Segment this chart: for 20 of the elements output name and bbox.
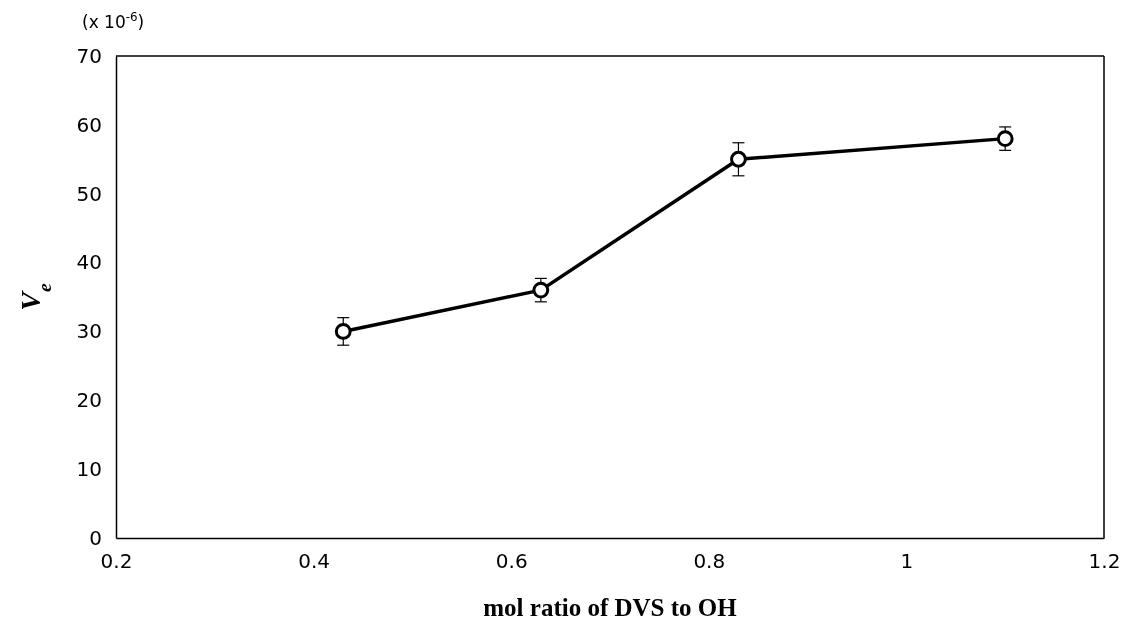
x-axis-title: mol ratio of DVS to OH xyxy=(483,594,738,621)
y-tick-label: 30 xyxy=(76,319,102,344)
y-tick-label: 20 xyxy=(76,388,102,413)
x-tick-label: 1.2 xyxy=(1088,549,1121,574)
y-tick-label: 70 xyxy=(76,43,102,68)
point xyxy=(996,130,1014,148)
point xyxy=(532,281,550,299)
x-tick-label: 0.8 xyxy=(693,549,726,574)
x-tick-label: 0.4 xyxy=(298,549,331,574)
x-tick-label: 0.6 xyxy=(495,549,528,574)
y-tick-label: 0 xyxy=(89,525,102,550)
x-tick-label: 1 xyxy=(900,549,914,574)
y-tick-label: 10 xyxy=(76,457,102,482)
y-tick-label: 60 xyxy=(76,112,102,137)
point xyxy=(334,323,352,340)
point xyxy=(730,150,747,168)
text: (x 10$^{-6}$) xyxy=(82,10,145,32)
x-tick-label: 0.2 xyxy=(100,549,133,574)
y-tick-label: 50 xyxy=(76,181,102,206)
y-tick-label: 40 xyxy=(76,250,102,275)
